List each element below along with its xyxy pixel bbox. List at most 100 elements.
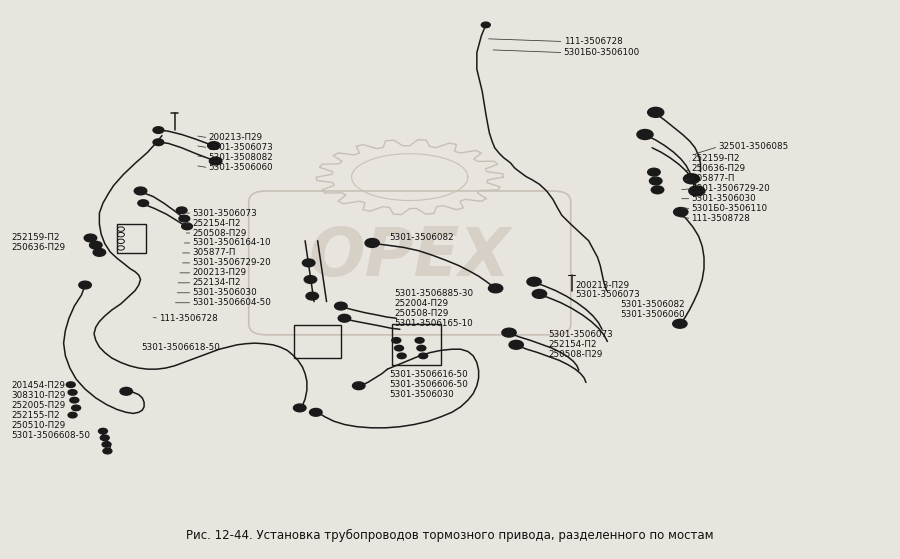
Circle shape <box>79 281 91 289</box>
Circle shape <box>648 168 661 176</box>
Text: 5301-3506618-50: 5301-3506618-50 <box>141 343 220 352</box>
Text: 200213-П29: 200213-П29 <box>209 133 263 143</box>
Circle shape <box>335 302 347 310</box>
Text: 250508-П29: 250508-П29 <box>394 309 449 318</box>
Text: 5301-3506082: 5301-3506082 <box>389 234 454 243</box>
Circle shape <box>392 338 400 343</box>
Text: 5301-3506060: 5301-3506060 <box>209 163 273 172</box>
Text: 200213-П29: 200213-П29 <box>193 268 247 277</box>
Text: 250636-П29: 250636-П29 <box>12 244 66 253</box>
Text: 252159-П2: 252159-П2 <box>691 154 740 163</box>
Circle shape <box>134 187 147 195</box>
Circle shape <box>98 428 107 434</box>
Text: ОРЕХ: ОРЕХ <box>309 224 511 290</box>
Text: 5301Б0-3506110: 5301Б0-3506110 <box>691 204 768 213</box>
Text: 5301-3506030: 5301-3506030 <box>691 194 756 203</box>
Text: 5301-3508082: 5301-3508082 <box>209 153 274 162</box>
Text: 250508-П29: 250508-П29 <box>548 350 603 359</box>
Circle shape <box>153 139 164 145</box>
Circle shape <box>652 186 664 194</box>
Circle shape <box>120 387 132 395</box>
Text: 252159-П2: 252159-П2 <box>12 234 60 243</box>
Circle shape <box>415 338 424 343</box>
Text: 5301Б0-3506100: 5301Б0-3506100 <box>563 48 640 57</box>
Circle shape <box>672 319 687 328</box>
Circle shape <box>153 127 164 134</box>
Text: 252134-П2: 252134-П2 <box>193 278 241 287</box>
Text: 5301-3506030: 5301-3506030 <box>389 390 454 399</box>
Text: 5301-3506073: 5301-3506073 <box>209 143 274 152</box>
Text: 111-3508728: 111-3508728 <box>691 214 751 223</box>
Circle shape <box>70 397 79 403</box>
Text: 5301-3506082: 5301-3506082 <box>620 300 685 310</box>
Circle shape <box>93 249 105 256</box>
Circle shape <box>394 345 403 351</box>
Circle shape <box>72 405 81 411</box>
Text: 5301-3506604-50: 5301-3506604-50 <box>193 299 271 307</box>
Text: 5301-3506616-50: 5301-3506616-50 <box>389 370 468 379</box>
Text: 250510-П29: 250510-П29 <box>12 421 66 430</box>
Text: 250508-П29: 250508-П29 <box>193 229 247 238</box>
Text: 201454-П29: 201454-П29 <box>12 381 66 390</box>
Text: 111-3506728: 111-3506728 <box>159 314 218 323</box>
Circle shape <box>365 239 379 248</box>
Text: 305877-П: 305877-П <box>193 248 236 258</box>
Circle shape <box>532 290 546 299</box>
Circle shape <box>208 141 220 149</box>
Circle shape <box>68 413 77 418</box>
Text: 111-3506728: 111-3506728 <box>563 37 622 46</box>
Text: 5301-3506606-50: 5301-3506606-50 <box>389 380 468 389</box>
Circle shape <box>85 234 96 242</box>
Circle shape <box>306 292 319 300</box>
Text: 5301-3506885-30: 5301-3506885-30 <box>394 289 473 298</box>
Bar <box>392 324 441 365</box>
Circle shape <box>482 22 490 28</box>
Bar <box>294 325 341 358</box>
Text: 252004-П29: 252004-П29 <box>394 299 449 308</box>
Circle shape <box>293 404 306 412</box>
Text: 5301-3506729-20: 5301-3506729-20 <box>691 184 770 193</box>
Text: 5301-3506729-20: 5301-3506729-20 <box>193 258 271 267</box>
Circle shape <box>182 223 193 230</box>
Circle shape <box>502 328 517 337</box>
Circle shape <box>683 174 699 184</box>
Text: 5301-3506073: 5301-3506073 <box>548 330 613 339</box>
Text: 5301-3506030: 5301-3506030 <box>193 288 257 297</box>
Circle shape <box>100 435 109 440</box>
Text: Рис. 12-44. Установка трубопроводов тормозного привода, разделенного по мостам: Рис. 12-44. Установка трубопроводов торм… <box>186 529 714 542</box>
Text: 252155-П2: 252155-П2 <box>12 411 60 420</box>
Circle shape <box>67 382 76 387</box>
Circle shape <box>650 177 662 185</box>
Text: 252154-П2: 252154-П2 <box>548 340 597 349</box>
Circle shape <box>489 284 503 293</box>
Circle shape <box>509 340 523 349</box>
Circle shape <box>176 207 187 214</box>
Circle shape <box>648 107 664 117</box>
Circle shape <box>353 382 365 390</box>
Circle shape <box>179 215 190 222</box>
Circle shape <box>310 409 322 416</box>
Text: 5301-3506164-10: 5301-3506164-10 <box>193 239 271 248</box>
Circle shape <box>68 390 77 395</box>
Circle shape <box>418 353 427 359</box>
Circle shape <box>138 200 148 206</box>
Text: 5301-3506060: 5301-3506060 <box>620 310 685 319</box>
Circle shape <box>688 186 705 196</box>
Circle shape <box>637 130 653 140</box>
Circle shape <box>417 345 426 351</box>
Circle shape <box>210 157 222 165</box>
Text: 200213-П29: 200213-П29 <box>575 281 629 290</box>
Circle shape <box>673 207 688 216</box>
Text: 250636-П29: 250636-П29 <box>691 164 745 173</box>
Text: 252005-П29: 252005-П29 <box>12 401 66 410</box>
Text: 252154-П2: 252154-П2 <box>193 219 241 228</box>
Text: 5301-3506165-10: 5301-3506165-10 <box>394 319 473 328</box>
Bar <box>117 224 146 253</box>
Circle shape <box>526 277 541 286</box>
Circle shape <box>338 314 351 322</box>
Text: 5301-3506608-50: 5301-3506608-50 <box>12 431 91 440</box>
Circle shape <box>102 442 111 447</box>
Text: 5301-3506073: 5301-3506073 <box>193 209 257 217</box>
Circle shape <box>302 259 315 267</box>
Circle shape <box>103 448 112 454</box>
